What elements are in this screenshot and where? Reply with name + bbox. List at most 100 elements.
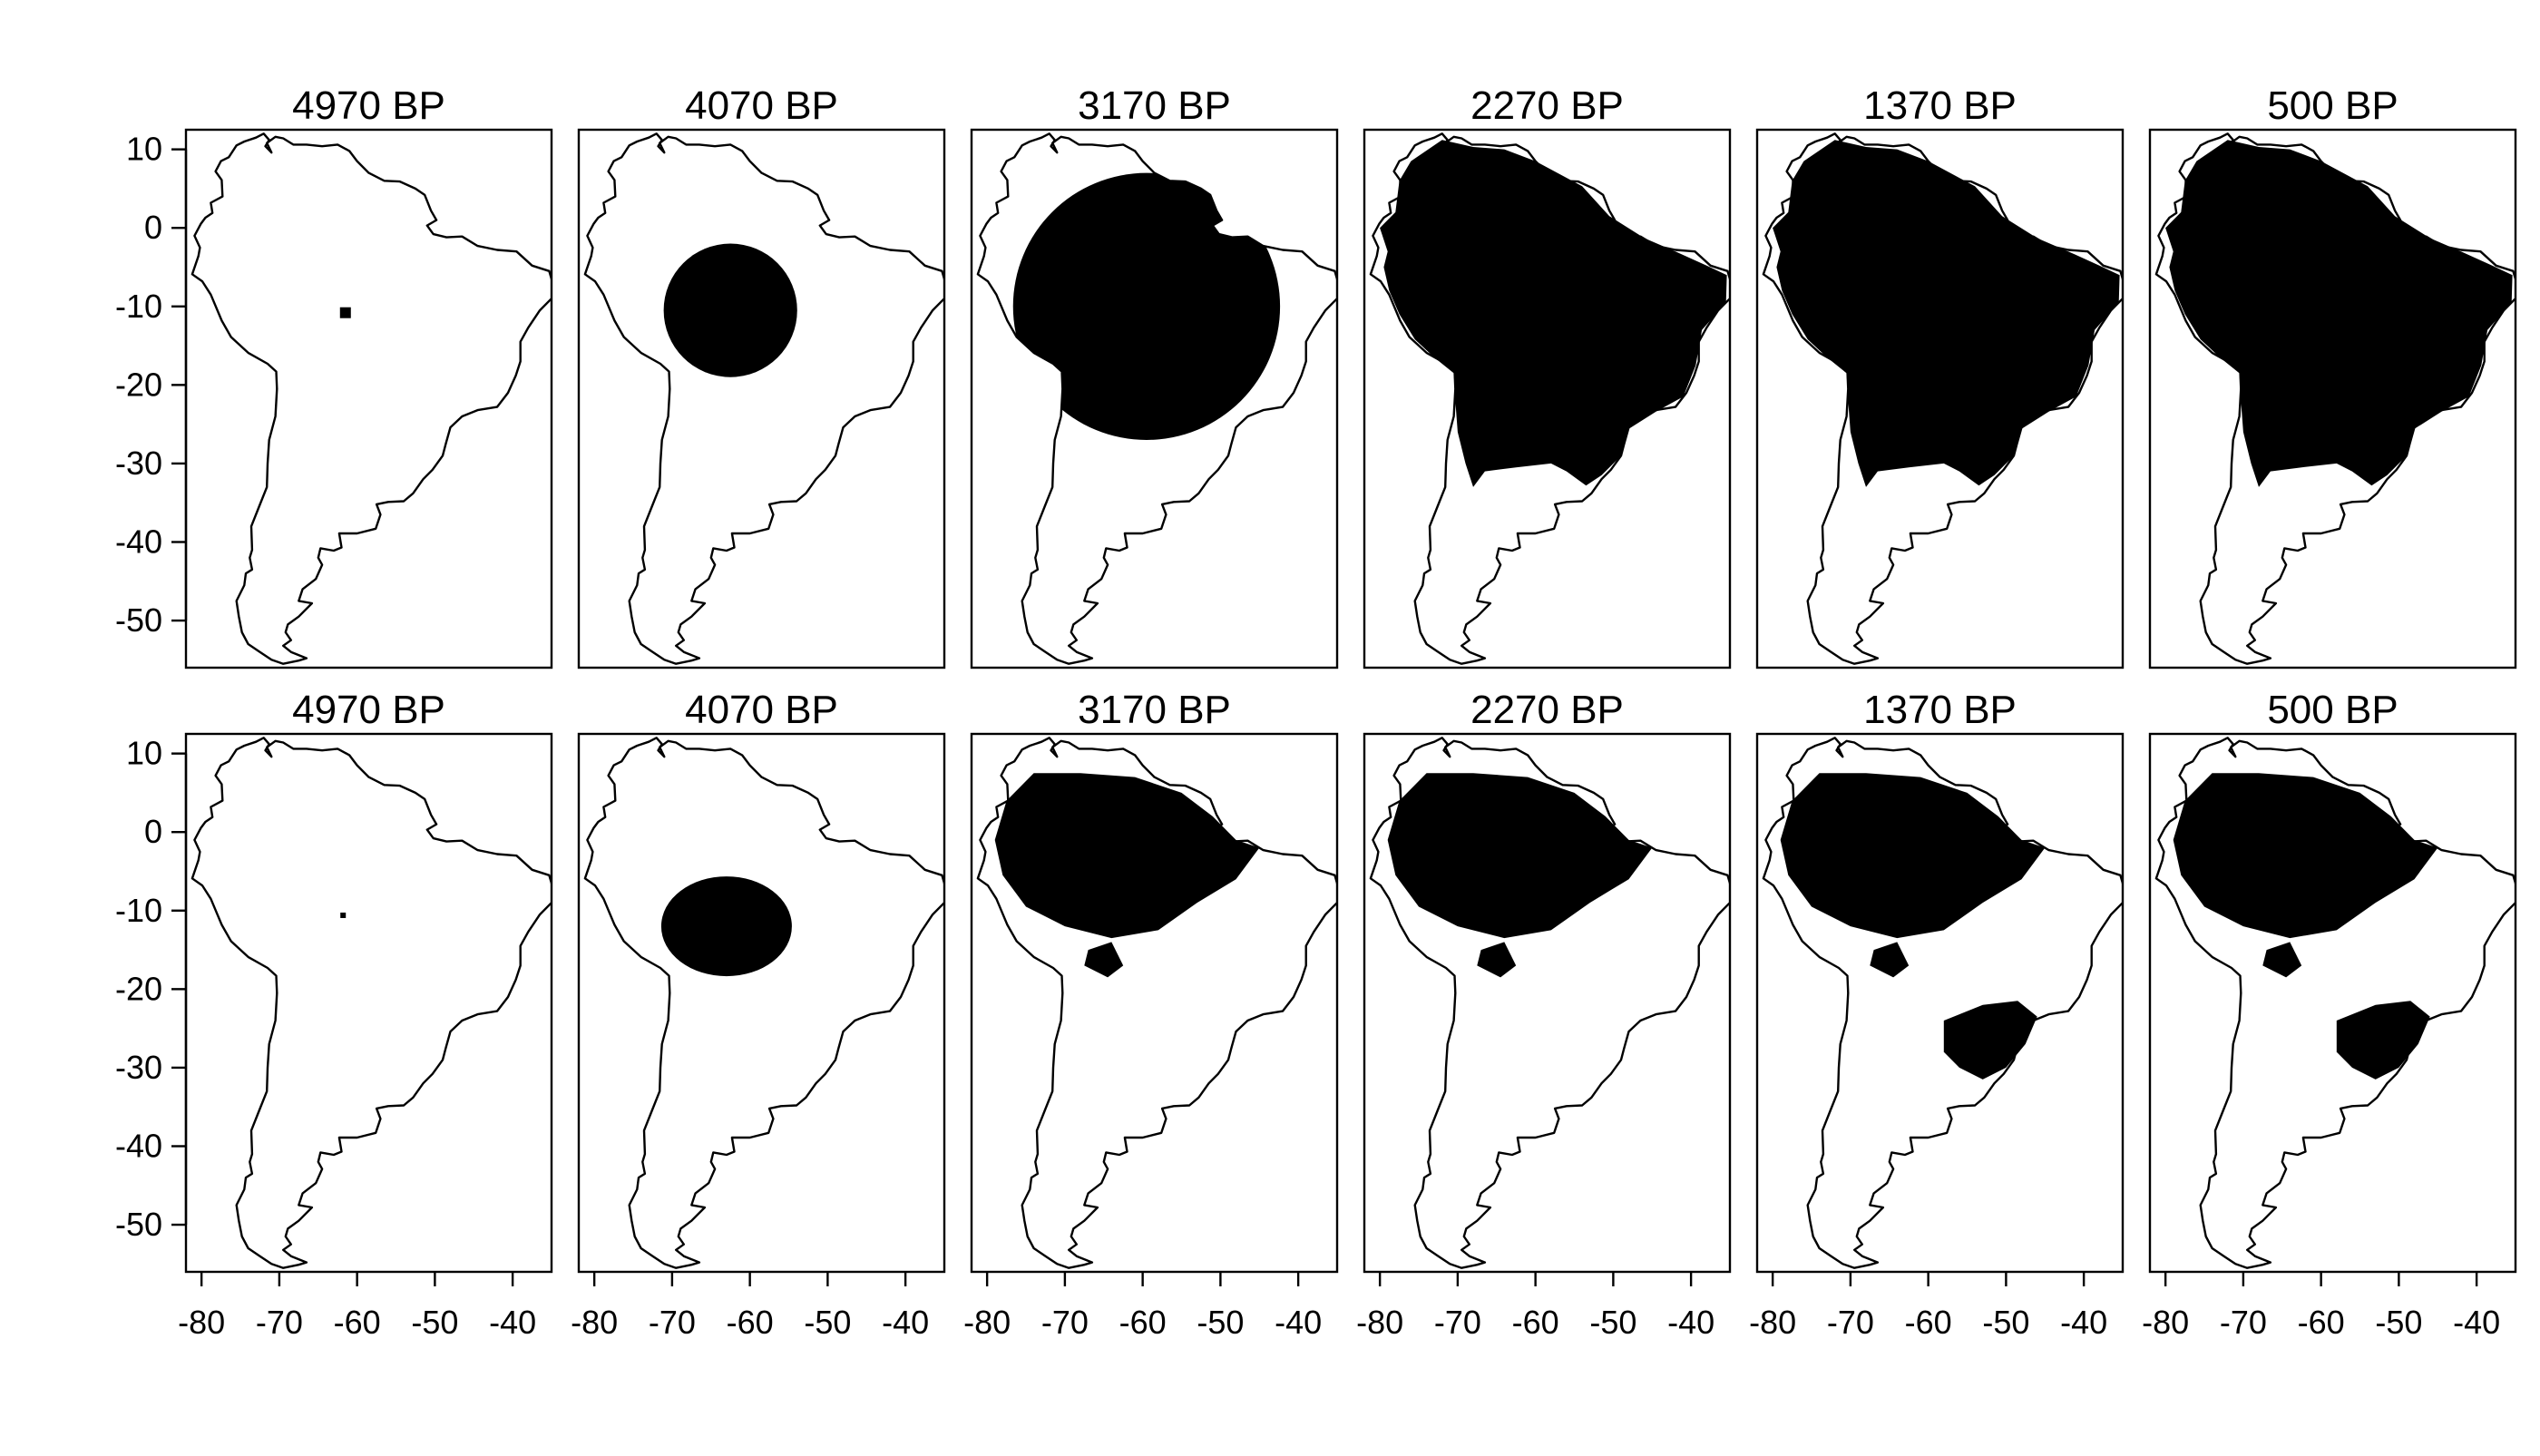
- x-tick-label: -70: [256, 1304, 303, 1341]
- x-tick-label: -80: [1749, 1304, 1796, 1341]
- range-fill: [1773, 140, 2120, 487]
- panel-title: 1370 BP: [1863, 83, 2017, 128]
- y-tick-label: -30: [115, 445, 162, 482]
- range-fill: [2165, 140, 2513, 487]
- south-america-outline: [1762, 737, 2123, 1269]
- y-tick-label: -20: [115, 366, 162, 403]
- y-tick-label: -30: [115, 1049, 162, 1086]
- map-panel-r1c4: 1370 BP -80 -70 -60 -50 -40: [1749, 688, 2125, 1341]
- map-panel-r1c3: 2270 BP -80 -70 -60 -50 -40: [1356, 688, 1732, 1341]
- x-tick-label: -50: [804, 1304, 851, 1341]
- map-panel-r0c5: 500 BP: [2148, 83, 2517, 669]
- x-tick-label: -80: [571, 1304, 618, 1341]
- panel-title: 3170 BP: [1078, 688, 1231, 732]
- x-axis: -80 -70 -60 -50 -40: [1749, 1272, 2107, 1341]
- map-panel-r0c0: 4970 BP 10 0 -10 -20 -30 -40 -50: [115, 83, 553, 669]
- panel-frame: [577, 732, 946, 1274]
- x-tick-label: -40: [882, 1304, 929, 1341]
- x-axis: -80 -70 -60 -50 -40: [963, 1272, 1322, 1341]
- x-tick-label: -50: [1982, 1304, 2029, 1341]
- x-tick-label: -50: [411, 1304, 458, 1341]
- map-panel-r0c3: 2270 BP: [1363, 83, 1732, 669]
- x-tick-label: -40: [1275, 1304, 1322, 1341]
- range-fill: [994, 773, 1260, 978]
- panel-title: 4970 BP: [292, 688, 445, 732]
- panel-title: 500 BP: [2267, 83, 2398, 128]
- panel-frame: [184, 732, 553, 1274]
- x-tick-label: -50: [2375, 1304, 2422, 1341]
- panel-title: 2270 BP: [1470, 83, 1624, 128]
- range-fill: [339, 307, 351, 318]
- x-tick-label: -80: [2142, 1304, 2189, 1341]
- range-fill: [1012, 172, 1281, 440]
- y-tick-label: -50: [115, 1206, 162, 1243]
- south-america-outline: [976, 132, 1337, 665]
- panel-frame: [1755, 732, 2125, 1274]
- map-panel-r1c5: 500 BP -80 -70 -60 -50 -40: [2142, 688, 2517, 1341]
- panel-frame: [577, 128, 946, 669]
- south-america-outline: [1762, 132, 2123, 665]
- y-axis: 10 0 -10 -20 -30 -40 -50: [115, 131, 188, 639]
- panel-title: 4970 BP: [292, 83, 445, 128]
- south-america-outline: [1369, 132, 1730, 665]
- panel-frame: [184, 128, 553, 669]
- range-fill: [663, 243, 797, 377]
- map-panel-r1c2: 3170 BP -80 -70 -60 -50 -40: [963, 688, 1339, 1341]
- range-fill: [1387, 773, 1653, 978]
- panel-title: 500 BP: [2267, 688, 2398, 732]
- panel-title: 1370 BP: [1863, 688, 2017, 732]
- y-tick-label: -10: [115, 892, 162, 929]
- x-tick-label: -60: [334, 1304, 381, 1341]
- x-axis: -80 -70 -60 -50 -40: [571, 1272, 929, 1341]
- range-fill: [340, 912, 347, 918]
- map-panel-r1c1: 4070 BP -80 -70 -60 -50 -40: [571, 688, 946, 1341]
- south-america-outline: [190, 132, 552, 665]
- panel-title: 4070 BP: [685, 688, 838, 732]
- y-tick-label: 0: [144, 813, 162, 850]
- range-fill: [1380, 140, 1727, 487]
- panel-frame: [1363, 128, 1732, 669]
- panel-frame: [970, 732, 1339, 1274]
- y-tick-label: 10: [126, 131, 162, 168]
- range-fill: [660, 876, 792, 977]
- x-tick-label: -80: [1356, 1304, 1403, 1341]
- x-axis: -80 -70 -60 -50 -40: [2142, 1272, 2500, 1341]
- x-tick-label: -70: [1827, 1304, 1874, 1341]
- panel-title: 3170 BP: [1078, 83, 1231, 128]
- south-america-outline: [2154, 737, 2516, 1269]
- x-tick-label: -70: [649, 1304, 696, 1341]
- range-fill: [2173, 773, 2438, 1080]
- panel-frame: [1755, 128, 2125, 669]
- panel-frame: [970, 128, 1339, 669]
- map-panel-r0c2: 3170 BP: [970, 83, 1339, 669]
- south-america-outline: [2154, 132, 2516, 665]
- panel-title: 4070 BP: [685, 83, 838, 128]
- y-tick-label: -50: [115, 601, 162, 639]
- south-america-outline: [583, 132, 944, 665]
- x-tick-label: -80: [963, 1304, 1011, 1341]
- south-america-outline: [1369, 737, 1730, 1269]
- x-axis: -80 -70 -60 -50 -40: [1356, 1272, 1714, 1341]
- y-tick-label: 0: [144, 209, 162, 246]
- panel-frame: [1363, 732, 1732, 1274]
- x-tick-label: -70: [1434, 1304, 1481, 1341]
- x-tick-label: -60: [1905, 1304, 1952, 1341]
- x-tick-label: -40: [489, 1304, 536, 1341]
- y-tick-label: -40: [115, 523, 162, 560]
- x-tick-label: -40: [1667, 1304, 1714, 1341]
- x-tick-label: -70: [1041, 1304, 1089, 1341]
- y-axis: 10 0 -10 -20 -30 -40 -50: [115, 735, 188, 1243]
- y-tick-label: -40: [115, 1127, 162, 1164]
- x-tick-label: -40: [2453, 1304, 2500, 1341]
- range-fill: [1780, 773, 2046, 1080]
- x-tick-label: -70: [2220, 1304, 2267, 1341]
- panel-title: 2270 BP: [1470, 688, 1624, 732]
- x-tick-label: -40: [2060, 1304, 2107, 1341]
- y-tick-label: -20: [115, 970, 162, 1007]
- y-tick-label: -10: [115, 288, 162, 325]
- y-tick-label: 10: [126, 735, 162, 772]
- x-tick-label: -80: [178, 1304, 225, 1341]
- x-tick-label: -50: [1197, 1304, 1244, 1341]
